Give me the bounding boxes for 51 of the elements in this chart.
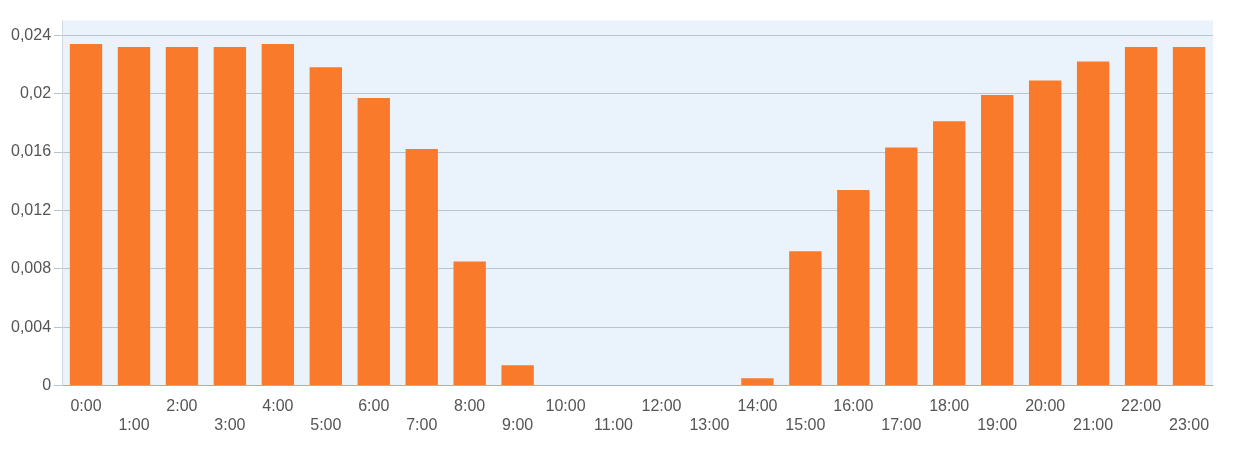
x-tick-label: 12:00 xyxy=(641,396,682,414)
y-tick-label: 0,008 xyxy=(10,259,52,277)
y-tick-label: 0 xyxy=(42,376,52,394)
y-tick-label: 0,02 xyxy=(19,84,52,102)
x-tick-label: 17:00 xyxy=(881,415,922,433)
y-tick-label: 0,012 xyxy=(10,200,52,218)
x-tick-label: 22:00 xyxy=(1121,396,1162,414)
x-tick-label: 10:00 xyxy=(545,396,586,414)
y-tick-label: 0,004 xyxy=(10,317,52,335)
bar xyxy=(309,67,342,386)
x-tick-label: 19:00 xyxy=(977,415,1018,433)
bar xyxy=(837,189,870,386)
x-tick-label: 2:00 xyxy=(166,396,198,414)
x-tick-label: 7:00 xyxy=(406,415,438,433)
y-tick-label: 0,024 xyxy=(10,25,52,43)
x-tick-label: 8:00 xyxy=(454,396,486,414)
bar xyxy=(117,46,151,386)
x-tick-label: 4:00 xyxy=(262,396,294,414)
bar xyxy=(213,46,247,386)
x-tick-label: 18:00 xyxy=(929,396,970,414)
bar xyxy=(1076,61,1110,386)
x-tick-label: 21:00 xyxy=(1073,415,1114,433)
x-tick-label: 0:00 xyxy=(70,396,102,414)
bar xyxy=(501,365,534,386)
bar xyxy=(1172,46,1206,386)
bar xyxy=(261,43,295,386)
bar xyxy=(405,149,438,386)
x-tick-label: 13:00 xyxy=(689,415,730,433)
bar xyxy=(165,46,199,386)
x-tick-label: 15:00 xyxy=(785,415,826,433)
y-tick-label: 0,016 xyxy=(10,142,52,160)
x-tick-label: 9:00 xyxy=(502,415,534,433)
bar xyxy=(933,121,966,386)
x-tick-label: 14:00 xyxy=(737,396,778,414)
bar xyxy=(69,43,103,386)
bar xyxy=(453,261,486,386)
bar xyxy=(1124,46,1158,386)
bar xyxy=(741,378,774,386)
bar xyxy=(357,97,390,386)
bar xyxy=(789,251,822,386)
bar xyxy=(981,95,1014,386)
bar xyxy=(1028,80,1062,386)
x-tick-label: 16:00 xyxy=(833,396,874,414)
x-tick-label: 6:00 xyxy=(358,396,390,414)
x-tick-label: 1:00 xyxy=(118,415,150,433)
x-tick-label: 20:00 xyxy=(1025,396,1066,414)
x-tick-label: 11:00 xyxy=(594,415,634,433)
x-tick-label: 23:00 xyxy=(1169,415,1210,433)
bar xyxy=(885,147,918,386)
x-tick-label: 5:00 xyxy=(310,415,342,433)
x-tick-label: 3:00 xyxy=(214,415,246,433)
